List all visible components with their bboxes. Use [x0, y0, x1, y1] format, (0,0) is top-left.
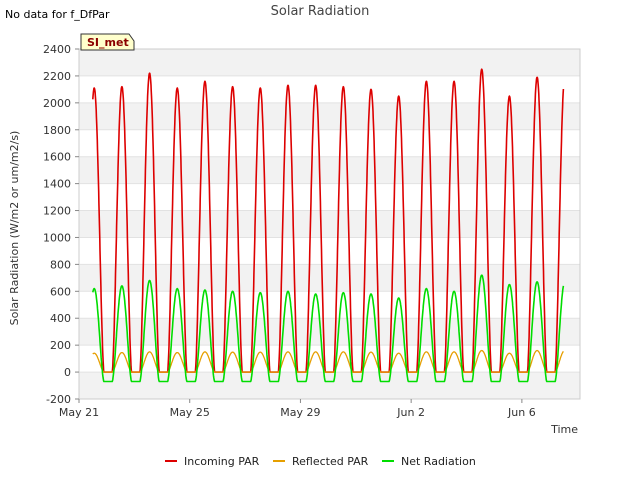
y-axis-label: Solar Radiation (W/m2 or um/m2/s) — [8, 131, 21, 326]
y-tick-label: 2400 — [43, 43, 71, 56]
grid-band — [79, 102, 580, 130]
x-tick-label: May 29 — [280, 406, 320, 419]
y-tick-label: 1200 — [43, 205, 71, 218]
x-axis-label: Time — [550, 423, 578, 436]
grid-band — [79, 318, 580, 346]
legend-entry: Net Radiation — [401, 455, 476, 468]
y-tick-label: 2000 — [43, 97, 71, 110]
grid-band — [79, 264, 580, 292]
y-axis-ticks: -200 0 200 400 600 800 1000 1200 1400 1600 1800 200… — [43, 43, 79, 406]
y-tick-label: 1600 — [43, 151, 71, 164]
y-tick-label: 0 — [64, 366, 71, 379]
grid-band — [79, 210, 580, 238]
no-data-note: No data for f_DfPar — [5, 8, 110, 21]
grid-band — [79, 49, 580, 76]
x-tick-label: Jun 2 — [396, 406, 425, 419]
legend-entry: Incoming PAR — [184, 455, 260, 468]
y-tick-label: 1400 — [43, 178, 71, 191]
y-tick-label: 800 — [50, 258, 71, 271]
y-tick-label: 400 — [50, 312, 71, 325]
y-tick-label: -200 — [46, 393, 71, 406]
x-tick-label: May 25 — [170, 406, 210, 419]
series-layer — [92, 68, 565, 383]
net-radiation-line — [92, 274, 565, 383]
legend: Incoming PAR Reflected PAR Net Radiation — [165, 455, 476, 468]
x-axis-ticks: May 21 May 25 May 29 Jun 2 Jun 6 — [59, 399, 536, 419]
y-tick-label: 600 — [50, 285, 71, 298]
plot-frame — [78, 48, 581, 400]
si-met-badge: SI_met — [80, 33, 135, 51]
grid-band — [79, 156, 580, 184]
x-tick-label: Jun 6 — [507, 406, 536, 419]
legend-entry: Reflected PAR — [292, 455, 369, 468]
x-tick-label: May 21 — [59, 406, 99, 419]
chart-title: Solar Radiation — [271, 4, 370, 19]
badge-label: SI_met — [87, 36, 129, 49]
grid-band — [79, 372, 580, 399]
reflected-par-line — [92, 349, 564, 373]
y-tick-label: 1000 — [43, 231, 71, 244]
y-tick-label: 2200 — [43, 70, 71, 83]
y-tick-label: 1800 — [43, 124, 71, 137]
y-tick-label: 200 — [50, 339, 71, 352]
